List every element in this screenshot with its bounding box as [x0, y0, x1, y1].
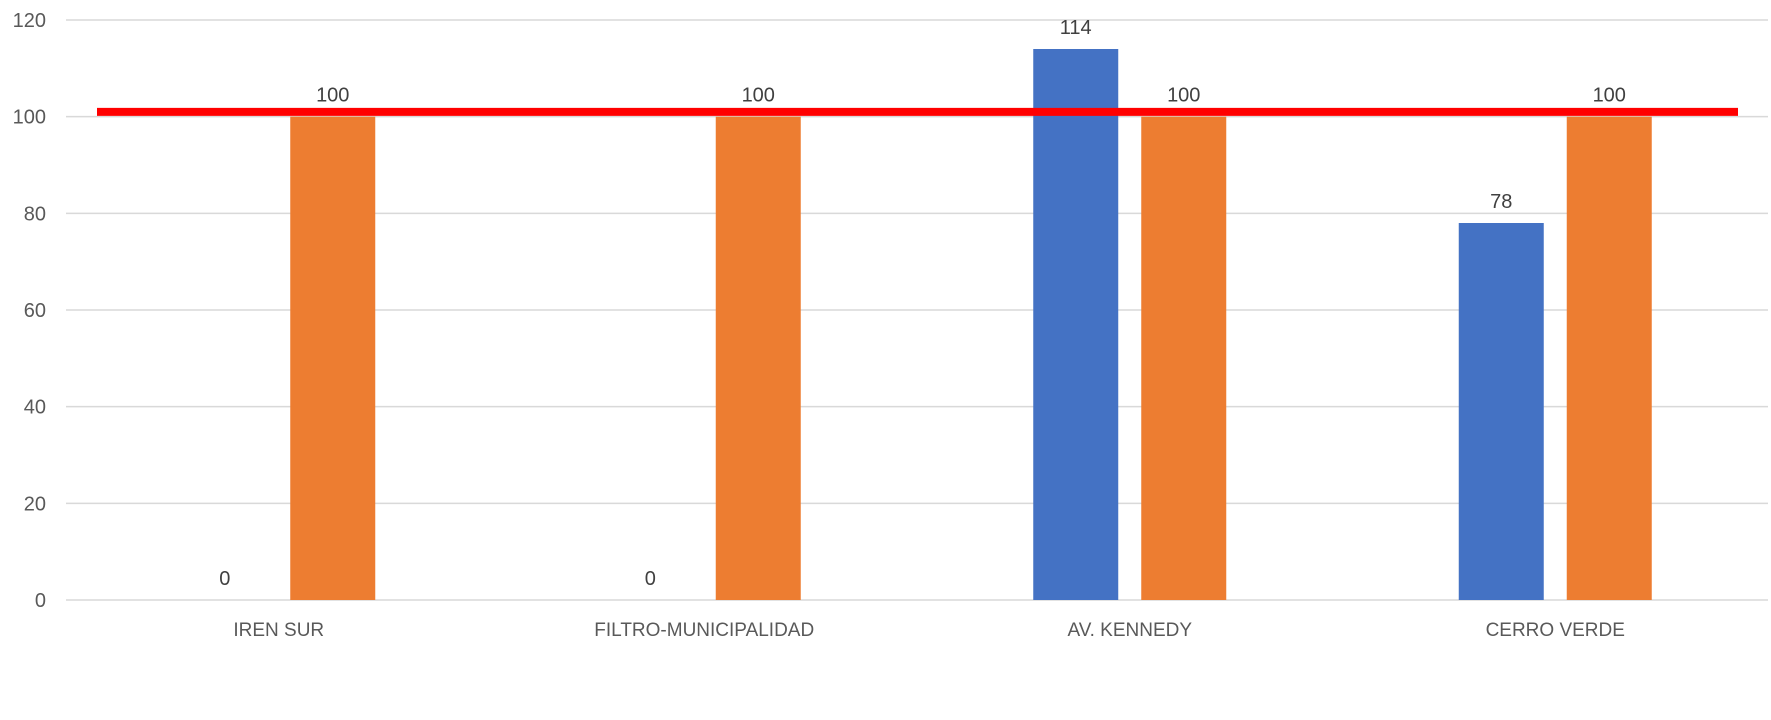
data-label: 78: [1490, 191, 1512, 213]
bar: [1033, 49, 1119, 600]
bar: [1566, 116, 1652, 601]
bar: [715, 116, 801, 601]
y-tick-label: 0: [35, 590, 46, 612]
y-tick-label: 60: [24, 300, 46, 322]
bar: [290, 116, 376, 601]
bar: [1141, 116, 1227, 601]
data-label: 100: [316, 85, 349, 107]
data-labels: 0 100 0 100 114 100 78 100: [219, 17, 1626, 590]
data-label: 0: [645, 568, 656, 590]
x-category-label: AV. KENNEDY: [1067, 620, 1192, 641]
data-label: 100: [1593, 85, 1626, 107]
y-tick-label: 100: [13, 107, 46, 129]
data-label: 114: [1060, 17, 1092, 39]
y-tick-label: 80: [24, 203, 46, 225]
y-tick-label: 20: [24, 493, 46, 515]
data-label: 100: [742, 85, 775, 107]
bar: [1458, 223, 1544, 600]
y-axis-tick-labels: 0 20 40 60 80 100 120: [13, 10, 46, 612]
y-tick-label: 120: [13, 10, 46, 32]
x-axis-category-labels: IREN SUR FILTRO-MUNICIPALIDAD AV. KENNEDY C…: [233, 620, 1625, 641]
data-label: 100: [1167, 85, 1200, 107]
y-tick-label: 40: [24, 397, 46, 419]
x-category-label: FILTRO-MUNICIPALIDAD: [594, 620, 814, 641]
data-label: 0: [219, 568, 230, 590]
x-category-label: CERRO VERDE: [1486, 620, 1625, 641]
x-category-label: IREN SUR: [233, 620, 324, 641]
bars: [290, 49, 1652, 601]
